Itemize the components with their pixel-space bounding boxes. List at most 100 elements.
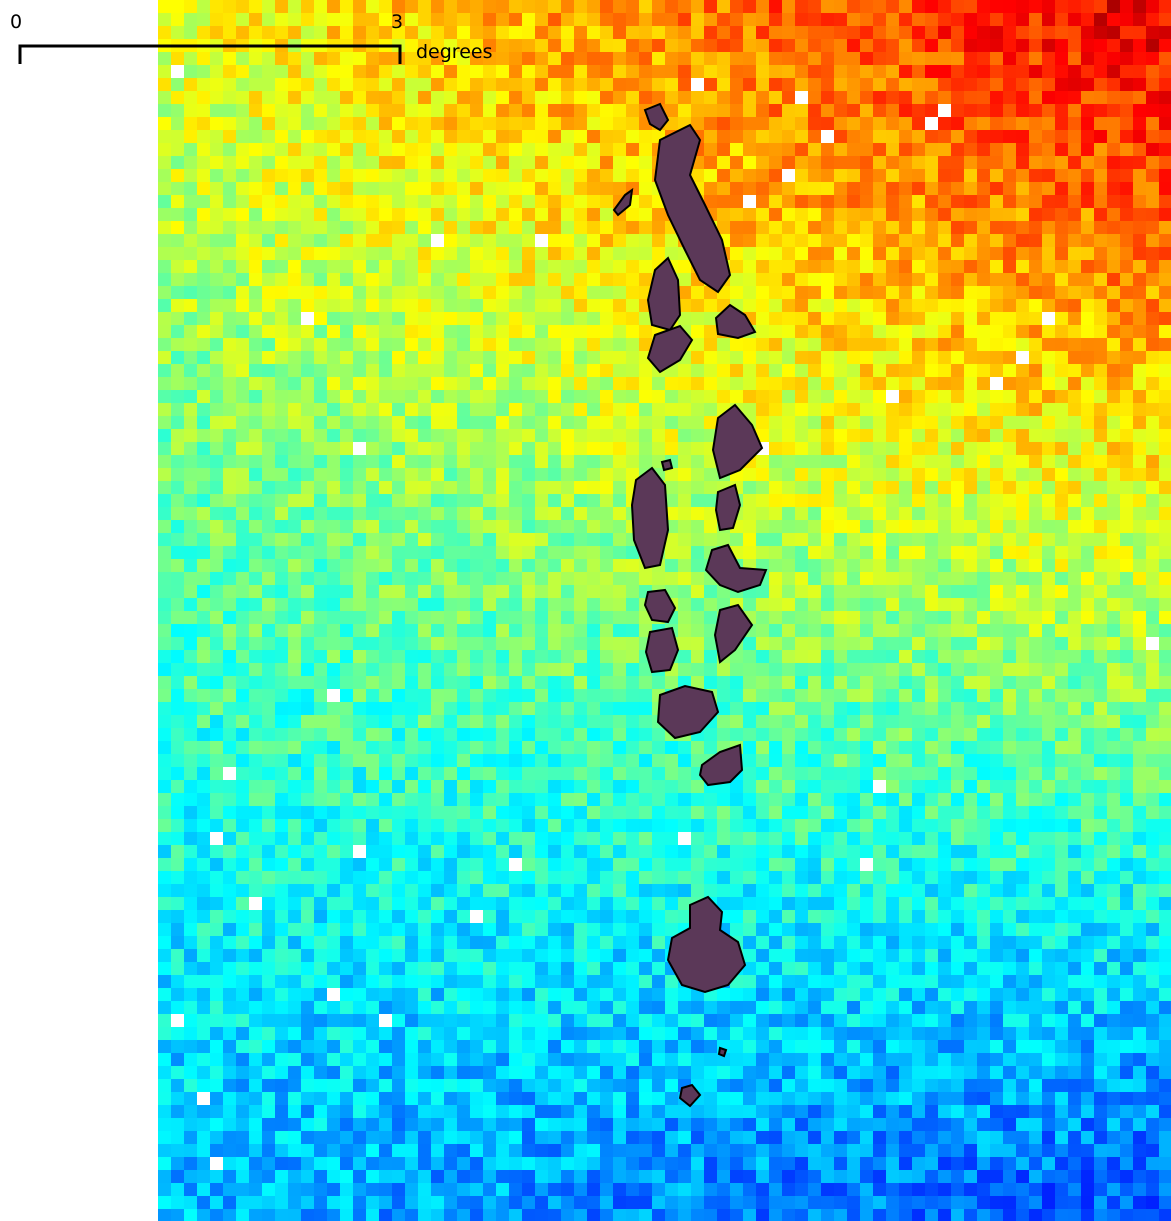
raster-cell	[509, 429, 522, 442]
raster-cell	[392, 728, 405, 741]
raster-cell	[171, 364, 184, 377]
raster-cell	[808, 741, 821, 754]
raster-cell	[496, 624, 509, 637]
raster-cell	[782, 780, 795, 793]
raster-cell	[1094, 585, 1107, 598]
raster-cell	[574, 663, 587, 676]
raster-cell	[327, 663, 340, 676]
raster-cell	[522, 351, 535, 364]
raster-cell	[717, 663, 730, 676]
raster-cell	[548, 130, 561, 143]
raster-cell	[574, 130, 587, 143]
raster-cell	[574, 78, 587, 91]
raster-cell	[626, 260, 639, 273]
raster-cell	[236, 611, 249, 624]
raster-cell	[795, 806, 808, 819]
raster-cell	[197, 351, 210, 364]
raster-cell	[1094, 442, 1107, 455]
raster-cell	[652, 91, 665, 104]
raster-cell	[847, 689, 860, 702]
raster-cell	[262, 156, 275, 169]
raster-cell	[275, 533, 288, 546]
raster-cell	[613, 390, 626, 403]
raster-cell	[860, 689, 873, 702]
raster-cell	[1081, 182, 1094, 195]
raster-cell	[470, 650, 483, 663]
raster-cell	[1016, 533, 1029, 546]
raster-cell	[704, 78, 717, 91]
raster-cell	[873, 13, 886, 26]
raster-cell	[405, 429, 418, 442]
raster-cell	[756, 182, 769, 195]
raster-cell	[613, 91, 626, 104]
raster-cell	[574, 26, 587, 39]
raster-cell	[1107, 611, 1120, 624]
raster-cell	[340, 598, 353, 611]
raster-cell	[1068, 806, 1081, 819]
raster-cell	[314, 208, 327, 221]
raster-cell	[197, 832, 210, 845]
raster-cell	[613, 793, 626, 806]
raster-cell	[210, 832, 223, 845]
raster-cell	[1159, 728, 1171, 741]
raster-cell	[860, 234, 873, 247]
raster-cell	[379, 52, 392, 65]
raster-cell	[496, 481, 509, 494]
raster-cell	[340, 468, 353, 481]
raster-cell	[743, 507, 756, 520]
raster-cell	[860, 195, 873, 208]
raster-cell	[379, 117, 392, 130]
raster-cell	[548, 650, 561, 663]
raster-cell	[795, 624, 808, 637]
raster-cell	[470, 351, 483, 364]
raster-cell	[990, 325, 1003, 338]
raster-cell	[223, 442, 236, 455]
raster-cell	[470, 169, 483, 182]
raster-cell	[223, 455, 236, 468]
raster-cell	[340, 52, 353, 65]
raster-cell	[561, 663, 574, 676]
raster-cell	[184, 741, 197, 754]
raster-cell	[249, 195, 262, 208]
raster-cell	[366, 520, 379, 533]
raster-cell	[821, 481, 834, 494]
raster-cell	[262, 221, 275, 234]
raster-cell	[509, 195, 522, 208]
raster-cell	[665, 780, 678, 793]
raster-cell	[1133, 286, 1146, 299]
raster-cell	[574, 351, 587, 364]
raster-cell	[574, 559, 587, 572]
raster-cell	[574, 52, 587, 65]
raster-cell	[548, 234, 561, 247]
raster-cell	[600, 689, 613, 702]
raster-cell	[626, 351, 639, 364]
raster-cell	[678, 260, 691, 273]
raster-cell	[899, 715, 912, 728]
raster-cell	[626, 39, 639, 52]
raster-cell	[496, 728, 509, 741]
raster-cell	[431, 507, 444, 520]
raster-cell	[1003, 260, 1016, 273]
raster-cell	[561, 234, 574, 247]
raster-cell	[691, 533, 704, 546]
raster-cell	[834, 780, 847, 793]
raster-cell	[171, 819, 184, 832]
raster-cell	[1120, 559, 1133, 572]
raster-cell	[522, 819, 535, 832]
raster-cell	[548, 780, 561, 793]
raster-cell	[496, 182, 509, 195]
raster-cell	[353, 754, 366, 767]
raster-cell	[223, 104, 236, 117]
raster-cell	[249, 377, 262, 390]
raster-cell	[509, 104, 522, 117]
raster-cell	[314, 13, 327, 26]
raster-cell	[769, 65, 782, 78]
raster-cell	[223, 806, 236, 819]
raster-cell	[938, 429, 951, 442]
raster-cell	[899, 156, 912, 169]
raster-cell	[1120, 143, 1133, 156]
raster-cell	[405, 780, 418, 793]
raster-cell	[1081, 195, 1094, 208]
raster-cell	[327, 325, 340, 338]
raster-cell	[470, 338, 483, 351]
